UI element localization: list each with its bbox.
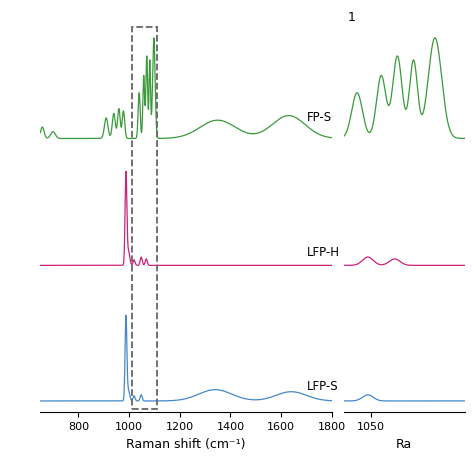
Text: 1: 1 xyxy=(348,10,356,24)
X-axis label: Ra: Ra xyxy=(396,438,412,451)
Bar xyxy=(132,27,157,409)
Text: LFP-H: LFP-H xyxy=(307,246,339,259)
X-axis label: Raman shift (cm⁻¹): Raman shift (cm⁻¹) xyxy=(126,438,246,451)
Text: FP-S: FP-S xyxy=(307,111,332,124)
Text: LFP-S: LFP-S xyxy=(307,380,338,393)
